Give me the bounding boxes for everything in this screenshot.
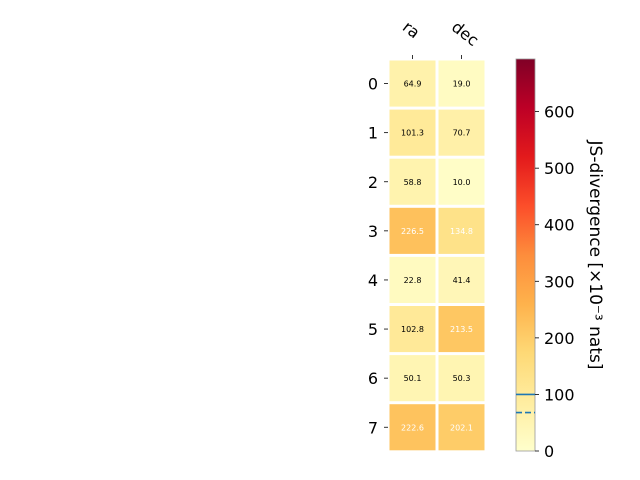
- colorbar-tick-label: 100: [544, 385, 575, 404]
- colorbar-tick-label: 500: [544, 159, 575, 178]
- heatmap-cell: [389, 404, 436, 451]
- cell-value-label: 213.5: [450, 325, 473, 334]
- cell-value-label: 22.8: [404, 276, 422, 285]
- heatmap-cell: [389, 306, 436, 353]
- row-label: 4: [368, 271, 378, 290]
- heatmap-cell: [438, 60, 485, 107]
- heatmap-cell: [438, 256, 485, 303]
- heatmap-cell: [389, 355, 436, 402]
- heatmap-cell: [389, 109, 436, 156]
- cell-value-label: 102.8: [401, 325, 424, 334]
- colorbar-tick-label: 600: [544, 103, 575, 122]
- cell-value-label: 202.1: [450, 423, 473, 432]
- colorbar-tick-label: 200: [544, 329, 575, 348]
- row-label: 7: [368, 418, 378, 437]
- cell-value-label: 41.4: [453, 276, 471, 285]
- colorbar-gradient: [515, 58, 536, 452]
- heatmap-cell: [389, 158, 436, 205]
- heatmap-cell: [389, 207, 436, 254]
- cell-value-label: 64.9: [404, 80, 422, 89]
- cell-value-label: 10.0: [453, 178, 471, 187]
- row-label: 5: [368, 320, 378, 339]
- colorbar-tick-label: 300: [544, 272, 575, 291]
- heatmap-cell: [389, 256, 436, 303]
- cell-value-label: 50.3: [453, 374, 471, 383]
- heatmap-grid: 64.9 19.0 101.3 70.7 58.8 10.0 226.5 134.8 22.8 4…: [389, 60, 485, 451]
- cell-value-label: 134.8: [450, 227, 473, 236]
- heatmap-cell: [438, 306, 485, 353]
- row-labels: 0 1 2 3 4 5 6 7: [368, 75, 388, 437]
- column-labels: ra dec: [399, 17, 482, 59]
- heatmap-cell: [438, 355, 485, 402]
- colorbar-tick-label: 400: [544, 216, 575, 235]
- colorbar-ticks: 0 100 200 300 400 500 600: [535, 103, 575, 461]
- cell-value-label: 58.8: [404, 178, 422, 187]
- cell-value-label: 19.0: [453, 80, 471, 89]
- heatmap-cell: [438, 109, 485, 156]
- heatmap-cell: [389, 60, 436, 107]
- row-label: 1: [368, 124, 378, 143]
- column-label: ra: [399, 17, 424, 42]
- cell-value-label: 226.5: [401, 227, 424, 236]
- row-label: 2: [368, 173, 378, 192]
- row-label: 6: [368, 369, 378, 388]
- column-label: dec: [448, 17, 482, 50]
- colorbar-reference-lines: [516, 393, 535, 414]
- heatmap-cell: [438, 158, 485, 205]
- row-label: 3: [368, 222, 378, 241]
- colorbar-tick-label: 0: [544, 442, 554, 461]
- heatmap-cell: [438, 207, 485, 254]
- cell-value-label: 70.7: [453, 129, 471, 138]
- heatmap-cell: [438, 404, 485, 451]
- colorbar-label: JS-divergence [×10⁻³ nats]: [585, 140, 605, 370]
- cell-value-label: 222.6: [401, 423, 424, 432]
- cell-value-label: 50.1: [404, 374, 422, 383]
- cell-value-label: 101.3: [401, 129, 424, 138]
- colorbar: [515, 58, 536, 452]
- row-label: 0: [368, 75, 378, 94]
